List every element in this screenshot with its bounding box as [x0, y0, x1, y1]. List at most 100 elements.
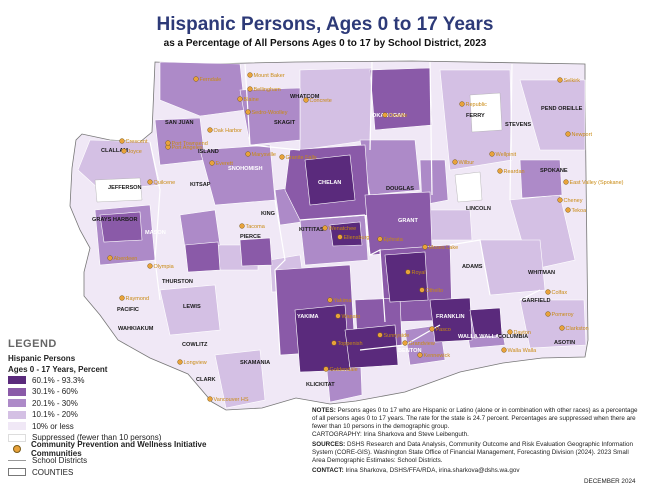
community-label: Tekoa: [572, 208, 588, 214]
legend-class-4: 10.1% - 20%: [8, 410, 248, 421]
community-dot-icon: [377, 332, 383, 338]
community-dot-icon: [165, 140, 171, 146]
county-asotin: ASOTIN: [554, 340, 575, 346]
community-label: Goldendale: [330, 367, 358, 373]
county-spokane: SPOKANE: [540, 168, 568, 174]
community-dot-icon: [452, 159, 458, 165]
publication-date: DECEMBER 2024: [584, 478, 636, 485]
county-san-juan: SAN JUAN: [165, 120, 194, 126]
community-dot-icon: [545, 289, 551, 295]
community-dot-icon: [489, 151, 495, 157]
community-label: Aberdeen: [114, 256, 138, 262]
community-dot-icon: [119, 295, 125, 301]
community-label: Oak Harbor: [214, 128, 243, 134]
cartography-credit: CARTOGRAPHY: Irina Sharkova and Steve Le…: [312, 431, 469, 438]
community-label: Tacoma: [246, 224, 266, 230]
county-yakima: YAKIMA: [297, 314, 319, 320]
community-dot-icon: [247, 72, 253, 78]
map-title: Hispanic Persons, Ages 0 to 17 Years: [156, 14, 494, 35]
community-label: East Valley (Spokane): [570, 180, 624, 186]
community-dot-icon: [279, 154, 285, 160]
county-pend-oreille: PEND OREILLE: [541, 106, 583, 112]
legend-class-2-label: 30.1% - 60%: [32, 387, 78, 397]
community-dot-icon: [107, 255, 113, 261]
community-dot-icon: [545, 311, 551, 317]
community-dot-icon: [237, 96, 243, 102]
county-franklin: FRANKLIN: [436, 314, 465, 320]
community-label: Mount Baker: [254, 73, 285, 79]
community-dot-icon: [193, 76, 199, 82]
legend: LEGEND Hispanic Persons Ages 0 - 17 Year…: [8, 338, 248, 478]
community-dot-icon: [303, 97, 309, 103]
class-10-20: [77, 67, 587, 409]
community-label: Yakima: [334, 298, 353, 304]
legend-districts-label: School Districts: [32, 456, 88, 466]
legend-subgroup: Ages 0 - 17 Years, Percent: [8, 365, 108, 374]
community-dot-icon: [459, 101, 465, 107]
community-dot-icon: [402, 340, 408, 346]
county-columbia: COLUMBIA: [498, 334, 528, 340]
county-klickitat: KLICKITAT: [306, 382, 335, 388]
legend-class-6-label: Suppressed (fewer than 10 persons): [32, 433, 162, 443]
community-dot-icon: [335, 313, 341, 319]
legend-cpwi: Community Prevention and Wellness Initia…: [8, 440, 248, 458]
community-label: Joyce: [128, 149, 142, 155]
community-label: Cheney: [564, 198, 583, 204]
county-thurston: THURSTON: [162, 279, 193, 285]
county-clark: CLARK: [196, 377, 216, 383]
community-label: Crescent: [126, 139, 148, 145]
community-dot-icon: [563, 179, 569, 185]
community-label: Ephrata: [384, 237, 404, 243]
county-lincoln: LINCOLN: [466, 206, 491, 212]
county-island: ISLAND: [198, 149, 219, 155]
community-label: Dayton: [514, 330, 531, 336]
community-dot-icon: [417, 352, 423, 358]
community-dot-icon: [245, 151, 251, 157]
county-chelan: CHELAN: [318, 180, 341, 186]
cpwi-dot-icon: [13, 445, 21, 454]
community-dot-icon: [422, 244, 428, 250]
community-label: Ellensburg: [344, 235, 370, 241]
community-label: Wilbur: [459, 160, 475, 166]
community-label: Clarkston: [566, 326, 589, 332]
county-kittitas: KITTITAS: [299, 227, 324, 233]
notes-label: NOTES:: [312, 407, 336, 414]
county-snohomish: SNOHOMISH: [228, 166, 263, 172]
community-label: Blaine: [244, 97, 259, 103]
community-label: Vancouver HS: [214, 397, 249, 403]
community-dot-icon: [377, 236, 383, 242]
legend-class-5: 10% or less: [8, 421, 248, 432]
community-label: Kennewick: [424, 353, 451, 359]
county-ferry: FERRY: [466, 113, 485, 119]
community-label: Concrete: [310, 98, 332, 104]
community-label: Moses Lake: [429, 245, 459, 251]
legend-class-2: 30.1% - 60%: [8, 387, 248, 398]
notes-paragraph: NOTES: Persons ages 0 to 17 who are Hisp…: [312, 407, 642, 439]
county-skagit: SKAGIT: [274, 120, 296, 126]
county-clallam: CLALLAM: [101, 148, 128, 154]
contact-text: Irina Sharkova, DSHS/FFA/RDA, irina.shar…: [345, 467, 520, 474]
community-label: Wapato: [342, 314, 361, 320]
swatch-30-60: [8, 387, 26, 396]
sources-paragraph: SOURCES: DSHS Research and Data Analysis…: [312, 441, 642, 465]
community-dot-icon: [557, 77, 563, 83]
community-label: Oroville: [389, 113, 408, 119]
community-label: Wellpinit: [496, 152, 517, 158]
county-walla-walla: WALLA WALLA: [458, 334, 499, 340]
community-dot-icon: [177, 359, 183, 365]
county-box-icon: [8, 468, 26, 477]
community-dot-icon: [565, 131, 571, 137]
community-dot-icon: [119, 138, 125, 144]
county-lines: [149, 61, 541, 356]
community-dot-icon: [323, 366, 329, 372]
legend-districts: School Districts: [8, 456, 248, 467]
community-label: Newport: [572, 132, 593, 138]
community-dot-icon: [507, 329, 513, 335]
community-dot-icon: [209, 160, 215, 166]
notes-text: Persons ages 0 to 17 who are Hispanic or…: [312, 407, 638, 430]
swatch-10-20: [8, 410, 26, 419]
map-subtitle: as a Percentage of All Persons Ages 0 to…: [163, 38, 487, 49]
community-layer: Ferndale Mount Baker Bellingham Blaine Concr…: [107, 72, 624, 403]
legend-group: Hispanic Persons: [8, 354, 76, 363]
